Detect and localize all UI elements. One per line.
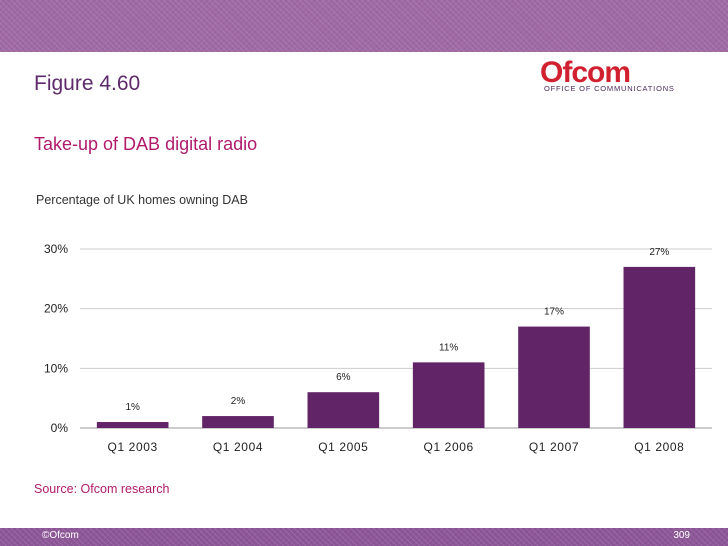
- bar: [96, 422, 169, 428]
- figure-title: Figure 4.60: [34, 72, 141, 95]
- data-label: 27%: [649, 247, 669, 258]
- data-label: 1%: [125, 402, 140, 413]
- data-label: 6%: [336, 372, 351, 383]
- category-label: Q1 2007: [529, 440, 579, 454]
- source-note: Source: Ofcom research: [34, 482, 170, 496]
- bar: [518, 326, 590, 428]
- footer-band: [0, 528, 728, 546]
- category-label: Q1 2008: [634, 440, 684, 454]
- category-label: Q1 2003: [108, 440, 158, 454]
- ofcom-logo: Ofcom OFFICE OF COMMUNICATIONS: [540, 58, 700, 96]
- y-tick-label: 10%: [44, 361, 68, 375]
- header-band: [0, 0, 728, 52]
- chart-title: Percentage of UK homes owning DAB: [36, 193, 248, 207]
- logo-tagline: OFFICE OF COMMUNICATIONS: [544, 84, 675, 93]
- copyright-text: ©Ofcom: [42, 530, 79, 541]
- bar: [623, 266, 696, 428]
- data-label: 17%: [544, 307, 564, 318]
- bar: [412, 362, 485, 428]
- data-label: 11%: [439, 342, 458, 353]
- y-tick-label: 30%: [44, 242, 68, 256]
- data-label: 2%: [231, 396, 246, 407]
- y-tick-label: 20%: [44, 302, 68, 316]
- bar: [307, 392, 380, 428]
- page-number: 309: [673, 530, 690, 541]
- bar: [202, 416, 274, 428]
- category-label: Q1 2006: [424, 440, 474, 454]
- category-label: Q1 2005: [318, 440, 368, 454]
- category-label: Q1 2004: [213, 440, 263, 454]
- y-tick-label: 0%: [51, 421, 69, 435]
- slide-subtitle: Take-up of DAB digital radio: [34, 134, 258, 154]
- logo-wordmark: Ofcom: [540, 56, 631, 89]
